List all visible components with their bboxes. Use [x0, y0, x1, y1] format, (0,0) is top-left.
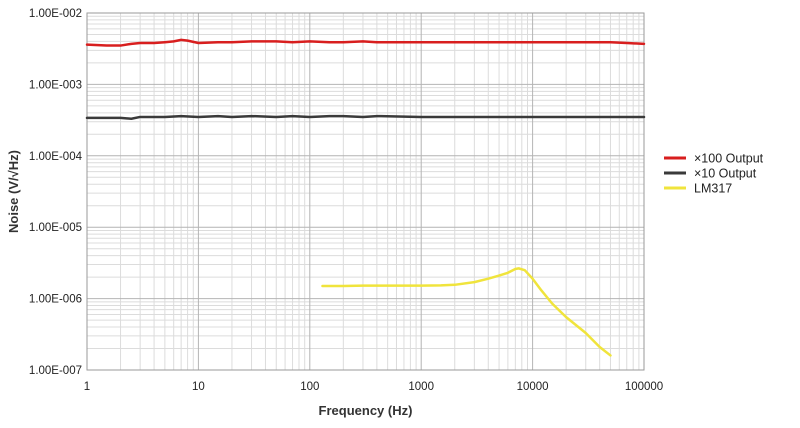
y-tick-label: 1.00E-006: [29, 294, 82, 306]
series-line-2: [321, 267, 612, 357]
series-layer: [85, 38, 646, 357]
legend-label: LM317: [694, 182, 732, 196]
series-line-1: [85, 114, 646, 121]
series-line-0: [85, 38, 646, 47]
grid-major: [86, 13, 644, 371]
x-tick-labels: 1 10 100 1000 10000 100000: [84, 381, 663, 393]
x-tick-label: 1000: [408, 381, 434, 393]
y-tick-labels: 1.00E-007 1.00E-006 1.00E-005 1.00E-004 1.00…: [29, 8, 83, 377]
legend-label: ×10 Output: [694, 167, 757, 181]
y-tick-label: 1.00E-004: [29, 151, 83, 163]
legend-label: ×100 Output: [694, 152, 764, 166]
plot-border: [86, 12, 645, 371]
x-tick-label: 100000: [625, 381, 663, 393]
y-tick-label: 1.00E-005: [29, 222, 82, 234]
y-tick-label: 1.00E-002: [29, 8, 82, 20]
y-tick-label: 1.00E-007: [29, 365, 82, 377]
y-axis-title: Noise (V/√Hz): [6, 150, 21, 233]
plot-area: [87, 13, 644, 370]
x-tick-label: 10000: [517, 381, 549, 393]
x-tick-label: 10: [192, 381, 205, 393]
y-tick-label: 1.00E-003: [29, 79, 82, 91]
x-axis-title: Frequency (Hz): [319, 403, 413, 418]
x-tick-label: 100: [300, 381, 319, 393]
x-tick-label: 1: [84, 381, 90, 393]
